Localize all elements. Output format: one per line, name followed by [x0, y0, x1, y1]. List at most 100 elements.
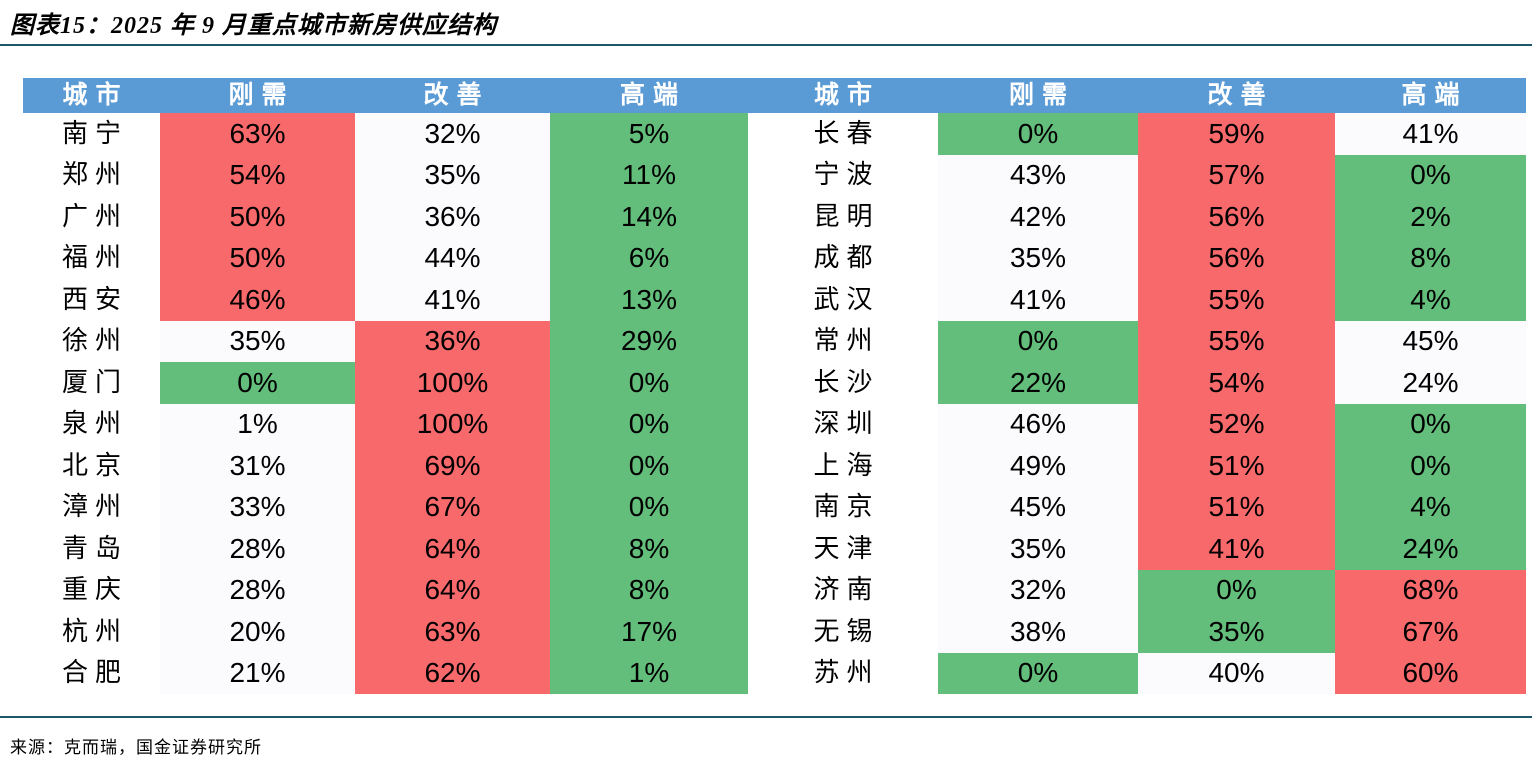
value-cell: 24%	[1335, 362, 1526, 404]
value-cell: 1%	[160, 403, 355, 445]
value-cell: 54%	[160, 154, 355, 196]
supply-table: 城市 刚需 改善 高端 城市 刚需 改善 高端 南宁 63% 32% 5% 长春 0% 59% 41% 郑州 54…	[23, 78, 1526, 694]
city-cell: 上海	[748, 445, 938, 487]
column-header: 高端	[1335, 78, 1526, 113]
value-cell: 55%	[1138, 320, 1335, 362]
city-cell: 漳州	[23, 486, 160, 528]
value-cell: 0%	[938, 113, 1138, 155]
city-cell: 合肥	[23, 652, 160, 694]
value-cell: 41%	[1138, 528, 1335, 570]
value-cell: 8%	[550, 569, 748, 611]
value-cell: 56%	[1138, 196, 1335, 238]
city-cell: 重庆	[23, 569, 160, 611]
value-cell: 45%	[1335, 320, 1526, 362]
value-cell: 60%	[1335, 652, 1526, 694]
value-cell: 50%	[160, 196, 355, 238]
value-cell: 22%	[938, 362, 1138, 404]
value-cell: 63%	[160, 113, 355, 155]
value-cell: 2%	[1335, 196, 1526, 238]
value-cell: 45%	[938, 486, 1138, 528]
city-cell: 无锡	[748, 611, 938, 653]
value-cell: 6%	[550, 237, 748, 279]
value-cell: 52%	[1138, 403, 1335, 445]
value-cell: 57%	[1138, 154, 1335, 196]
city-cell: 昆明	[748, 196, 938, 238]
column-header: 刚需	[938, 78, 1138, 113]
city-cell: 西安	[23, 279, 160, 321]
value-cell: 67%	[355, 486, 550, 528]
value-cell: 0%	[938, 320, 1138, 362]
value-cell: 0%	[550, 445, 748, 487]
value-cell: 46%	[938, 403, 1138, 445]
city-cell: 青岛	[23, 528, 160, 570]
city-cell: 常州	[748, 320, 938, 362]
value-cell: 24%	[1335, 528, 1526, 570]
value-cell: 8%	[550, 528, 748, 570]
value-cell: 44%	[355, 237, 550, 279]
value-cell: 33%	[160, 486, 355, 528]
value-cell: 69%	[355, 445, 550, 487]
city-cell: 南宁	[23, 113, 160, 155]
city-cell: 郑州	[23, 154, 160, 196]
value-cell: 62%	[355, 652, 550, 694]
value-cell: 46%	[160, 279, 355, 321]
value-cell: 36%	[355, 196, 550, 238]
value-cell: 0%	[938, 652, 1138, 694]
value-cell: 0%	[550, 362, 748, 404]
value-cell: 64%	[355, 528, 550, 570]
value-cell: 14%	[550, 196, 748, 238]
value-cell: 51%	[1138, 445, 1335, 487]
column-header: 城市	[23, 78, 160, 113]
value-cell: 36%	[355, 320, 550, 362]
city-cell: 成都	[748, 237, 938, 279]
value-cell: 21%	[160, 652, 355, 694]
city-cell: 福州	[23, 237, 160, 279]
city-cell: 深圳	[748, 403, 938, 445]
source-note: 来源：克而瑞，国金证券研究所	[10, 738, 262, 757]
value-cell: 32%	[938, 569, 1138, 611]
value-cell: 64%	[355, 569, 550, 611]
city-cell: 徐州	[23, 320, 160, 362]
city-cell: 厦门	[23, 362, 160, 404]
footer-divider-line	[0, 716, 1532, 718]
city-cell: 苏州	[748, 652, 938, 694]
value-cell: 42%	[938, 196, 1138, 238]
value-cell: 38%	[938, 611, 1138, 653]
city-cell: 北京	[23, 445, 160, 487]
value-cell: 59%	[1138, 113, 1335, 155]
city-cell: 天津	[748, 528, 938, 570]
value-cell: 56%	[1138, 237, 1335, 279]
city-cell: 南京	[748, 486, 938, 528]
value-cell: 11%	[550, 154, 748, 196]
value-cell: 43%	[938, 154, 1138, 196]
column-header: 改善	[355, 78, 550, 113]
city-cell: 武汉	[748, 279, 938, 321]
column-header: 城市	[748, 78, 938, 113]
value-cell: 35%	[160, 320, 355, 362]
city-cell: 长沙	[748, 362, 938, 404]
value-cell: 28%	[160, 569, 355, 611]
value-cell: 50%	[160, 237, 355, 279]
value-cell: 32%	[355, 113, 550, 155]
value-cell: 20%	[160, 611, 355, 653]
value-cell: 49%	[938, 445, 1138, 487]
value-cell: 100%	[355, 362, 550, 404]
value-cell: 40%	[1138, 652, 1335, 694]
city-cell: 济南	[748, 569, 938, 611]
figure-title: 图表15：2025 年 9 月重点城市新房供应结构	[10, 13, 497, 39]
value-cell: 0%	[1335, 403, 1526, 445]
value-cell: 0%	[1335, 154, 1526, 196]
value-cell: 4%	[1335, 486, 1526, 528]
column-header: 高端	[550, 78, 748, 113]
value-cell: 4%	[1335, 279, 1526, 321]
value-cell: 0%	[1138, 569, 1335, 611]
value-cell: 0%	[160, 362, 355, 404]
city-cell: 广州	[23, 196, 160, 238]
city-cell: 杭州	[23, 611, 160, 653]
value-cell: 35%	[938, 528, 1138, 570]
value-cell: 13%	[550, 279, 748, 321]
value-cell: 63%	[355, 611, 550, 653]
value-cell: 35%	[355, 154, 550, 196]
title-divider-line	[0, 44, 1532, 46]
value-cell: 0%	[1335, 445, 1526, 487]
